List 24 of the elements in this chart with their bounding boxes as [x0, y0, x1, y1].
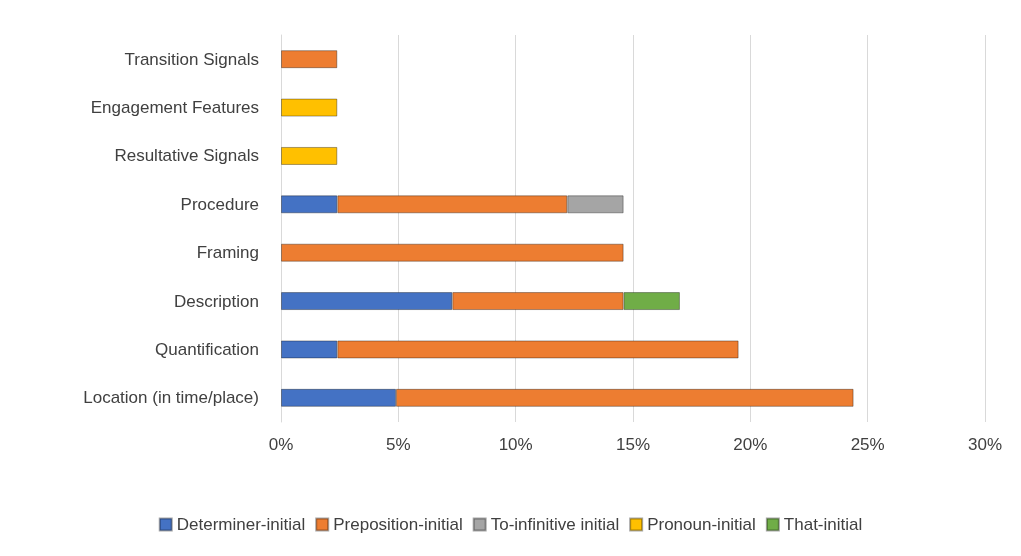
- y-tick-label: Quantification: [155, 339, 259, 359]
- x-tick-label: 30%: [967, 435, 1003, 454]
- y-tick-label: Framing: [196, 243, 259, 263]
- bar: [281, 146, 338, 165]
- x-tick-label: 15%: [615, 435, 651, 454]
- bar: [281, 50, 338, 69]
- legend-label: To-infinitive initial: [490, 515, 620, 534]
- y-tick-label: Transition Signals: [124, 49, 259, 69]
- legend-label: That-initial: [783, 515, 863, 534]
- y-tick-label: Location (in time/place): [83, 388, 259, 408]
- legend-label: Determiner-initial: [176, 515, 306, 534]
- bar: [281, 243, 624, 262]
- y-tick-label: Resultative Signals: [114, 146, 259, 166]
- x-tick-label: 25%: [850, 435, 885, 454]
- y-tick-label: Engagement Features: [90, 98, 259, 118]
- x-tick-label: 20%: [733, 435, 768, 454]
- legend-label: Preposition-initial: [333, 515, 463, 534]
- y-tick-label: Description: [173, 291, 259, 311]
- x-tick-label: 10%: [498, 435, 533, 454]
- y-tick-label: Procedure: [180, 194, 259, 214]
- legend-label: Pronoun-initial: [647, 515, 756, 534]
- bar: [281, 98, 338, 117]
- x-tick-label: 5%: [386, 435, 411, 454]
- x-tick-label: 0%: [268, 435, 294, 454]
